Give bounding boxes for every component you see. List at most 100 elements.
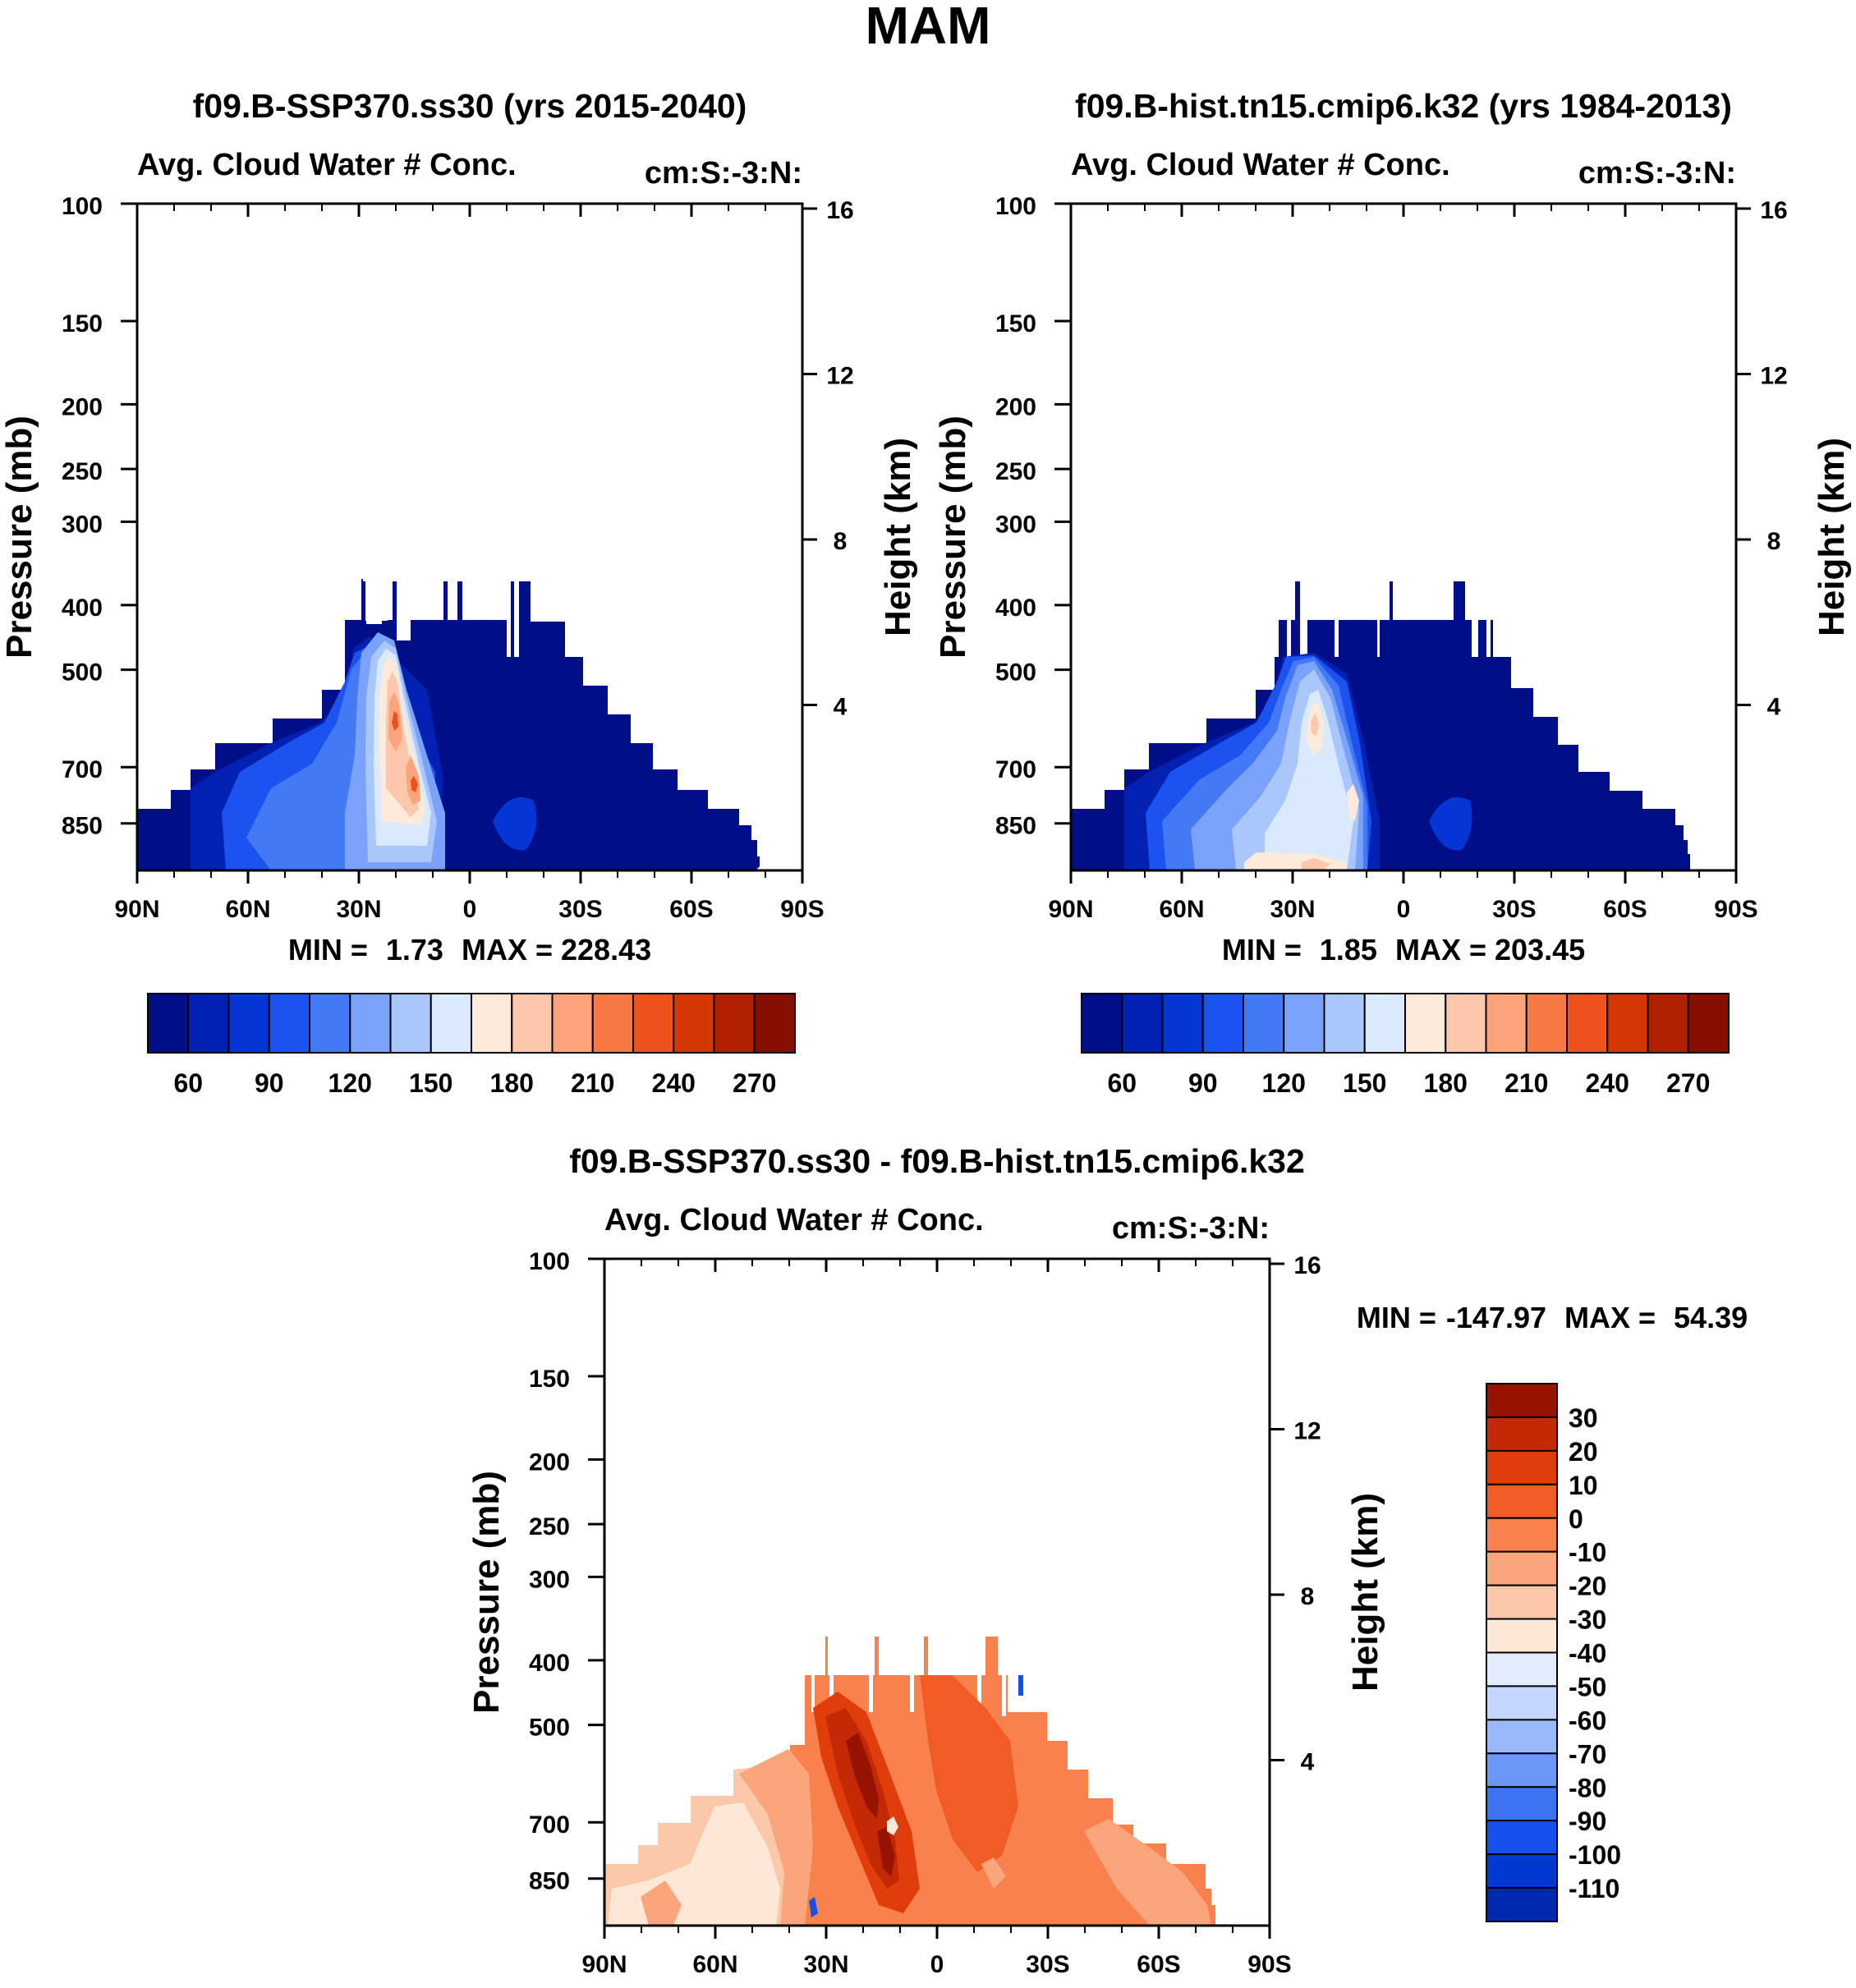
pressure-tick-label: 300: [62, 511, 103, 538]
pressure-tick-label: 100: [62, 193, 103, 220]
colorbar-swatch: [551, 993, 594, 1054]
latitude-tick-label: 90S: [1714, 896, 1757, 923]
panel-3-min-max: MIN = -147.97 MAX = 54.39: [1357, 1301, 1748, 1334]
pressure-tick-label: 150: [62, 310, 103, 337]
latitude-tick-label: 0: [930, 1951, 944, 1978]
colorbar-swatch: [430, 993, 472, 1054]
colorbar-swatch: [349, 993, 392, 1054]
colorbar-swatch: [1486, 1752, 1558, 1788]
panel-1-axes: 100 150 200 250 300 400 500 700 850 16 12 8 4 90N 60N 3…: [62, 193, 854, 923]
panel-2-min-value: 1.85: [1320, 933, 1377, 966]
latitude-tick-label: 60S: [669, 896, 713, 923]
panel-1-colorbar: 60 90 120 150 180 210 240 270: [147, 993, 796, 1098]
pressure-tick-label: 850: [995, 813, 1036, 840]
colorbar-tick-label: -40: [1569, 1639, 1606, 1669]
colorbar-swatch: [1486, 1887, 1558, 1922]
colorbar-tick-label: -70: [1569, 1739, 1606, 1769]
colorbar-swatch: [1404, 993, 1447, 1054]
height-tick-label: 4: [834, 693, 848, 720]
colorbar-tick-label: 270: [733, 1068, 776, 1098]
height-tick-label: 16: [1760, 197, 1787, 224]
panel-1-ylabel: Pressure (mb): [0, 416, 39, 659]
colorbar-swatch: [591, 993, 634, 1054]
colorbar-swatch: [187, 993, 230, 1054]
colorbar-swatch: [1081, 993, 1123, 1054]
colorbar-swatch: [1486, 1651, 1558, 1687]
colorbar-swatch: [1687, 993, 1730, 1054]
colorbar-swatch: [1243, 993, 1285, 1054]
colorbar-swatch: [1486, 1853, 1558, 1889]
height-tick-label: 12: [1760, 362, 1787, 389]
colorbar-tick-label: -20: [1569, 1572, 1606, 1601]
latitude-tick-label: 60N: [1159, 896, 1204, 923]
colorbar-swatch: [1606, 993, 1649, 1054]
latitude-tick-label: 60S: [1137, 1951, 1180, 1978]
panel-2-max-label: MAX =: [1395, 933, 1486, 966]
colorbar-swatch: [1486, 1820, 1558, 1856]
colorbar-swatch: [389, 993, 432, 1054]
pressure-tick-label: 400: [62, 595, 103, 622]
colorbar-tick-label: 210: [1505, 1068, 1548, 1098]
panel-2-axes: 100 150 200 250 300 400 500 700 850 16 12 8 4 90N 60N 3…: [995, 193, 1788, 923]
colorbar-tick-label: 90: [1188, 1068, 1218, 1098]
latitude-tick-label: 90S: [1247, 1951, 1291, 1978]
pressure-tick-label: 700: [529, 1811, 570, 1839]
panel-2-plume-3: [1265, 690, 1353, 870]
colorbar-tick-label: -100: [1569, 1840, 1621, 1870]
pressure-tick-label: 700: [995, 756, 1036, 783]
colorbar-swatch: [1525, 993, 1568, 1054]
panel-2-plume-4: [1244, 702, 1359, 870]
panel-1-core-2: [392, 711, 418, 792]
colorbar-swatch: [1486, 1786, 1558, 1822]
colorbar-swatch: [1486, 1584, 1558, 1620]
latitude-tick-label: 90N: [114, 896, 159, 923]
colorbar-swatch: [1486, 1517, 1558, 1553]
panel-2-ylabel: Pressure (mb): [933, 416, 973, 659]
colorbar-tick-label: -90: [1569, 1807, 1606, 1836]
colorbar-tick-label: -10: [1569, 1538, 1606, 1568]
latitude-tick-label: 90N: [1048, 896, 1093, 923]
panel-2-units-label: cm:S:-3:N:: [1578, 156, 1736, 191]
panel-3: f09.B-SSP370.ss30 - f09.B-hist.tn15.cmip…: [466, 1142, 1748, 1978]
panel-1-y2label: Height (km): [878, 438, 918, 636]
colorbar-swatch: [1566, 993, 1609, 1054]
pressure-tick-label: 150: [995, 310, 1036, 337]
colorbar-tick-label: 90: [255, 1068, 284, 1098]
pressure-tick-label: 100: [529, 1248, 570, 1275]
panel-2-variable-label: Avg. Cloud Water # Conc.: [1071, 148, 1450, 182]
height-tick-label: 8: [834, 528, 848, 555]
panel-1-min-label: MIN =: [288, 933, 368, 966]
latitude-tick-label: 30N: [1270, 896, 1315, 923]
latitude-tick-label: 30N: [803, 1951, 848, 1978]
colorbar-tick-label: 240: [652, 1068, 696, 1098]
pressure-tick-label: 250: [529, 1513, 570, 1540]
colorbar-swatch: [1445, 993, 1487, 1054]
colorbar-tick-label: 60: [173, 1068, 203, 1098]
panel-3-light-east: [981, 1819, 1211, 1926]
latitude-tick-label: 0: [1397, 896, 1411, 923]
pressure-tick-label: 200: [995, 393, 1036, 420]
colorbar-tick-label: 120: [1262, 1068, 1306, 1098]
colorbar-swatch: [1486, 1449, 1558, 1485]
colorbar-swatch: [1486, 1618, 1558, 1654]
colorbar-tick-label: 180: [1424, 1068, 1468, 1098]
latitude-tick-label: 30S: [558, 896, 602, 923]
panel-3-min-label: MIN =: [1357, 1301, 1436, 1334]
colorbar-tick-label: 60: [1107, 1068, 1137, 1098]
panel-3-variable-label: Avg. Cloud Water # Conc.: [604, 1203, 984, 1237]
colorbar-swatch: [1486, 1685, 1558, 1721]
panel-3-field: [604, 1637, 1215, 1926]
pressure-tick-label: 300: [529, 1566, 570, 1593]
colorbar-tick-label: -50: [1569, 1672, 1606, 1701]
height-tick-label: 8: [1301, 1583, 1315, 1610]
colorbar-swatch: [713, 993, 756, 1054]
colorbar-tick-label: 210: [571, 1068, 614, 1098]
height-tick-label: 16: [826, 197, 853, 224]
colorbar-swatch: [1485, 993, 1528, 1054]
pressure-tick-label: 200: [62, 393, 103, 420]
panel-3-salmon-mid: [641, 1749, 813, 1926]
height-tick-label: 4: [1301, 1748, 1315, 1775]
panel-3-spot: [887, 1816, 898, 1835]
colorbar-tick-label: 10: [1569, 1471, 1598, 1500]
colorbar-swatch: [1647, 993, 1689, 1054]
